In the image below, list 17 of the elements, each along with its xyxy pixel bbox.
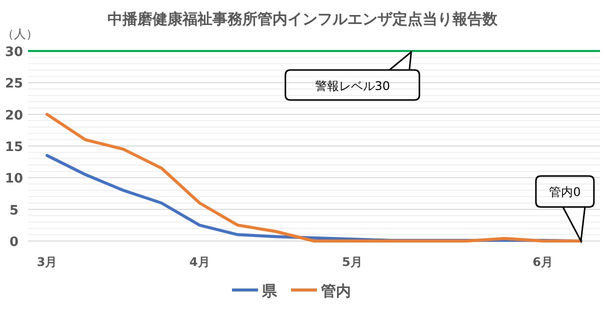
ref-line-label: 警報レベル30 [314,79,390,93]
y-tick-label: 30 [4,45,24,60]
x-tick-label: 6月 [532,255,553,269]
legend-label: 管内 [320,282,351,300]
annotation: 管内0 [549,185,581,199]
x-tick-label: 4月 [189,255,210,269]
y-tick-label: 15 [4,140,24,155]
y-tick-label: 0 [9,235,19,250]
x-tick-label: 5月 [342,255,362,269]
y-axis-title: （人） [2,27,38,41]
x-tick-label: 3月 [36,255,58,269]
chart-title: 中播磨健康福祉事務所管内インフルエンザ定点当り報告数 [108,10,498,28]
y-tick-label: 5 [9,203,19,218]
y-tick-label: 20 [4,108,24,124]
y-tick-label: 25 [4,76,24,92]
y-tick-label: 10 [4,172,24,187]
legend-label: 県 [261,282,278,300]
